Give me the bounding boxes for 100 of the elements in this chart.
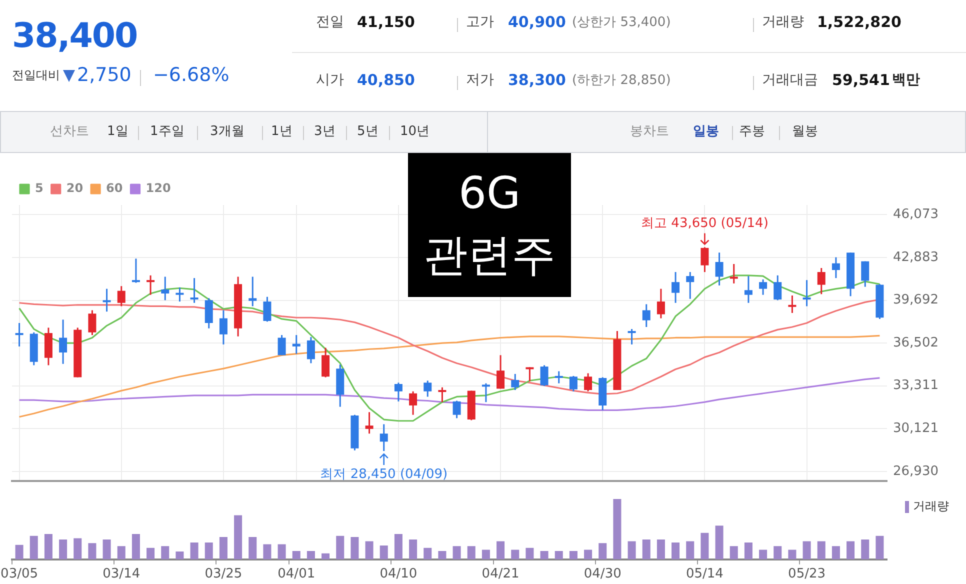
candlestick [15, 322, 24, 348]
candlestick [394, 382, 402, 402]
y-tick-label: 39,692 [893, 292, 938, 308]
text: (하한가 28,850) [572, 73, 671, 89]
bar [438, 550, 446, 560]
x-tick-label: 05/14 [686, 566, 724, 582]
legend-label: 5 [35, 181, 44, 196]
candlestick [248, 276, 257, 307]
bar [715, 526, 724, 560]
x-tick-label: 04/01 [278, 566, 316, 582]
text: 봉차트 [630, 124, 669, 140]
text: 38,300 [508, 71, 566, 89]
x-tick-label: 03/25 [204, 566, 242, 582]
candlestick [132, 258, 140, 284]
x-tick-label: 03/05 [0, 566, 38, 582]
candlestick [730, 263, 738, 284]
bar [686, 541, 694, 560]
candlestick [482, 382, 490, 403]
candlestick [365, 411, 374, 434]
text: (상한가 53,400) [572, 15, 671, 31]
text: 1,522,820 [817, 13, 902, 31]
x-tick-label: 04/30 [584, 566, 622, 582]
candlestick [656, 288, 665, 320]
candlestick [628, 328, 636, 346]
candlestick [554, 370, 563, 384]
bar [365, 541, 374, 560]
chart-title: 6G 관련주 [408, 153, 571, 297]
bar [306, 550, 315, 560]
bar [642, 539, 650, 560]
candlestick [802, 279, 811, 307]
text: 1주일 [150, 124, 184, 140]
bar [482, 550, 490, 560]
x-tick-label: 05/23 [788, 566, 826, 582]
bar [292, 550, 300, 560]
bar [424, 548, 432, 560]
candlestick [540, 364, 548, 387]
text: 시가 [316, 72, 344, 89]
text: 1일 [107, 124, 128, 140]
legend-label: 20 [66, 181, 84, 196]
candlestick [511, 373, 520, 391]
bar [204, 542, 213, 560]
legend-label: 120 [146, 181, 171, 196]
text: 3년 [314, 124, 336, 140]
annotation: 최저 28,450 (04/09) [320, 466, 448, 482]
candlestick [759, 278, 768, 296]
candlestick [715, 252, 724, 286]
candlestick [88, 310, 96, 336]
bar [263, 544, 272, 560]
bar [774, 546, 782, 560]
text: −6.68% [153, 64, 230, 87]
bar [554, 550, 563, 560]
bar [817, 541, 826, 560]
candlestick [832, 256, 840, 279]
candlestick [190, 277, 198, 304]
bar [511, 550, 520, 560]
text: 전일대비 [12, 68, 60, 82]
text: 고가 [466, 14, 494, 31]
text: 일봉 [693, 124, 719, 140]
bar [394, 534, 402, 560]
candlestick [117, 285, 126, 307]
candlestick [204, 297, 213, 330]
y-tick-label: 26,930 [893, 464, 938, 479]
y-tick-label: 36,502 [893, 335, 938, 350]
bar [88, 543, 96, 560]
y-tick-label: 30,121 [893, 421, 938, 436]
candlestick [642, 303, 650, 328]
bar [656, 539, 665, 560]
candlestick [861, 260, 870, 288]
x-tick-label: 04/21 [482, 566, 520, 582]
bar [467, 546, 476, 560]
bar [176, 552, 184, 560]
candlestick [176, 286, 184, 302]
candlestick [817, 267, 826, 295]
bar [846, 541, 855, 560]
text: 40,850 [357, 71, 415, 89]
bar [759, 550, 768, 560]
candlestick [59, 318, 68, 365]
text: 월봉 [792, 124, 818, 140]
text: 백만 [892, 72, 920, 89]
bar [876, 536, 884, 560]
bar [117, 546, 126, 560]
candlestick [380, 423, 388, 452]
text: 3개월 [210, 124, 244, 140]
candlestick [686, 271, 694, 300]
text: 2,750 [77, 64, 132, 87]
candlestick [452, 400, 461, 419]
bar [44, 534, 52, 560]
text: 전일 [316, 14, 344, 31]
bar [380, 546, 388, 560]
bar [350, 537, 359, 560]
text: 거래량 [762, 14, 804, 31]
bar [132, 534, 140, 560]
candlestick [788, 294, 796, 314]
candlestick [146, 274, 155, 296]
bar [30, 536, 38, 560]
y-tick-label: 46,073 [893, 207, 938, 222]
candlestick [744, 275, 752, 304]
bar [146, 548, 155, 560]
bar [700, 532, 709, 560]
text: 거래대금 [762, 72, 818, 89]
